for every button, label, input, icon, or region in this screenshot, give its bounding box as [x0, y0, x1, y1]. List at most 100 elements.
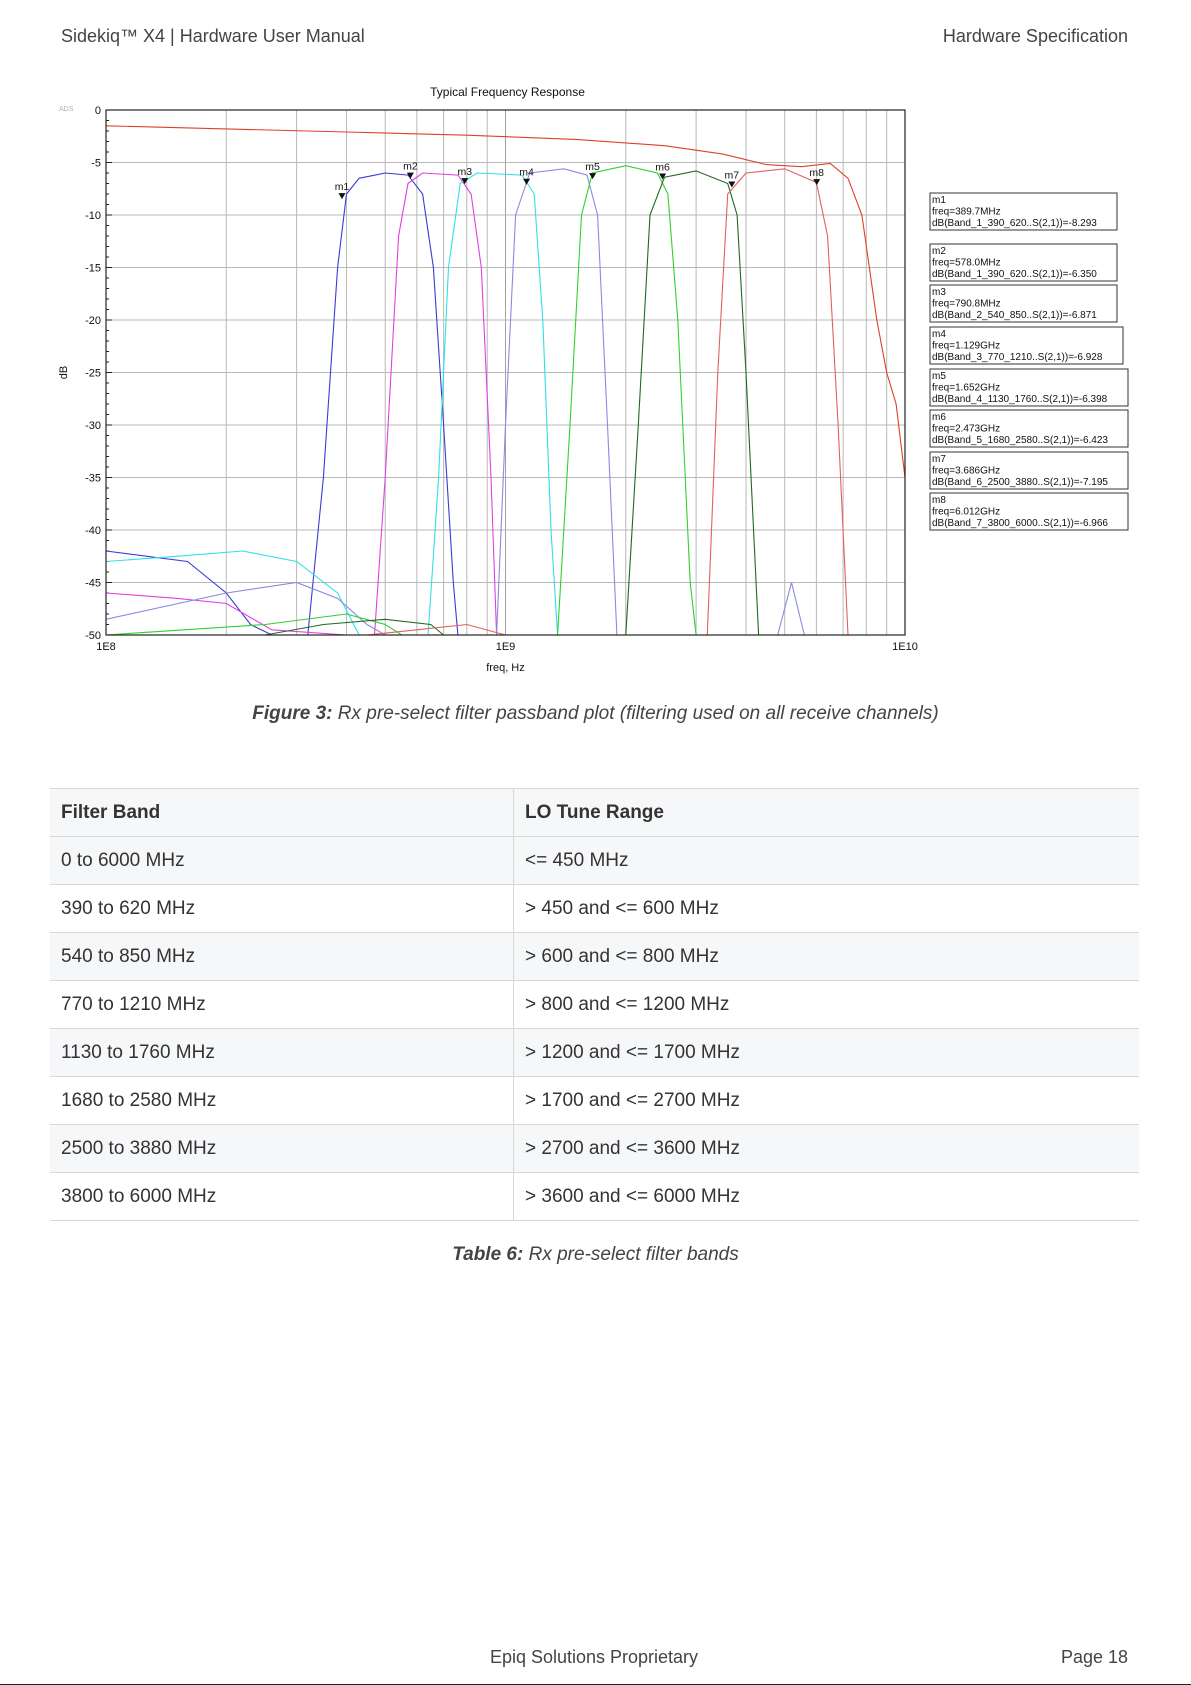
series-line-1 — [105, 125, 906, 478]
x-tick-label: 1E8 — [96, 641, 116, 653]
marker-m8 — [813, 179, 821, 186]
marker-readout-box — [929, 192, 1118, 231]
y-tick-label: -25 — [85, 368, 101, 380]
marker-readout-text: freq=6.012GHz — [932, 507, 1000, 518]
marker-readout-text: dB(Band_3_770_1210..S(2,1))=-6.928 — [932, 352, 1103, 363]
table-row: 3800 to 6000 MHz > 3600 and <= 6000 MHz — [50, 1172, 1139, 1221]
marker-readout-text: freq=578.0MHz — [932, 258, 1001, 269]
y-tick-label: -40 — [85, 525, 101, 537]
marker-readout-text: m3 — [932, 287, 946, 298]
plot-frame — [105, 109, 906, 636]
marker-label-m4: m4 — [519, 167, 534, 179]
lo-tune-range-cell: > 2700 and <= 3600 MHz — [513, 1124, 1139, 1173]
y-tick-label: 0 — [95, 105, 101, 117]
marker-m7 — [728, 181, 736, 188]
series-line-8 — [366, 168, 849, 636]
table-row: 390 to 620 MHz > 450 and <= 600 MHz — [50, 884, 1139, 933]
marker-label-m6: m6 — [655, 161, 670, 173]
chart-svg: m1 m2 m3 m4 m5 m6 m7 m8 Typical Frequency Respon… — [58, 85, 1129, 674]
marker-readout-box — [929, 409, 1129, 448]
table-row: 770 to 1210 MHz > 800 and <= 1200 MHz — [50, 980, 1139, 1029]
marker-m4 — [523, 178, 531, 185]
lo-tune-range-cell: > 3600 and <= 6000 MHz — [513, 1172, 1139, 1221]
series-line-3 — [105, 172, 498, 636]
figure-caption-text: Rx pre-select filter passband plot (filt… — [332, 703, 939, 724]
header-section: Hardware Specification — [942, 26, 1128, 46]
figure-label: Figure 3: — [252, 703, 333, 724]
marker-readout-text: freq=389.7MHz — [932, 207, 1001, 218]
filter-band-cell: 3800 to 6000 MHz — [50, 1172, 514, 1221]
lo-tune-range-cell: > 1700 and <= 2700 MHz — [513, 1076, 1139, 1125]
marker-readout-text: m7 — [932, 454, 946, 465]
lo-tune-range-cell: > 450 and <= 600 MHz — [513, 884, 1139, 933]
marker-readout-text: freq=1.652GHz — [932, 383, 1000, 394]
marker-m5 — [589, 173, 597, 180]
frequency-response-chart: m1 m2 m3 m4 m5 m6 m7 m8 Typical Frequency Respon… — [55, 82, 1135, 682]
marker-readout-text: dB(Band_2_540_850..S(2,1))=-6.871 — [932, 310, 1097, 321]
marker-label-m7: m7 — [725, 170, 740, 182]
x-tick-label: 1E9 — [496, 641, 516, 653]
series-line-6 — [105, 165, 697, 636]
table-label: Table 6: — [452, 1244, 524, 1265]
marker-readout-text: freq=3.686GHz — [932, 466, 1000, 477]
y-axis-label: dB — [58, 366, 70, 379]
marker-readout-text: m8 — [932, 495, 946, 506]
filter-band-cell: 1130 to 1760 MHz — [50, 1028, 514, 1077]
marker-readout-text: dB(Band_4_1130_1760..S(2,1))=-6.398 — [932, 394, 1108, 405]
marker-readout-box — [929, 243, 1118, 282]
x-axis-label: freq, Hz — [486, 662, 525, 674]
marker-readout-text: dB(Band_7_3800_6000..S(2,1))=-6.966 — [932, 518, 1108, 529]
x-tick-label: 1E10 — [892, 641, 918, 653]
marker-readout-text: freq=2.473GHz — [932, 424, 1000, 435]
marker-readout-text: dB(Band_1_390_620..S(2,1))=-6.350 — [932, 269, 1097, 280]
marker-readout-text: m1 — [932, 195, 946, 206]
filter-band-cell: 2500 to 3880 MHz — [50, 1124, 514, 1173]
column-header-filter-band: Filter Band — [50, 788, 514, 837]
filter-bands-table: Filter Band LO Tune Range 0 to 6000 MHz <… — [50, 788, 1139, 1221]
lo-tune-range-cell: <= 450 MHz — [513, 836, 1139, 885]
filter-band-cell: 1680 to 2580 MHz — [50, 1076, 514, 1125]
y-tick-label: -20 — [85, 315, 101, 327]
lo-tune-range-cell: > 600 and <= 800 MHz — [513, 932, 1139, 981]
chart-title: Typical Frequency Response — [430, 85, 585, 99]
y-tick-label: -35 — [85, 473, 101, 485]
y-tick-label: -5 — [91, 158, 101, 170]
y-tick-label: -45 — [85, 578, 101, 590]
marker-readout-text: freq=790.8MHz — [932, 299, 1001, 310]
marker-readout-box — [929, 492, 1129, 531]
marker-readout-text: m4 — [932, 329, 946, 340]
marker-readout-box — [929, 451, 1129, 490]
table-row: 1680 to 2580 MHz > 1700 and <= 2700 MHz — [50, 1076, 1139, 1125]
marker-label-m3: m3 — [457, 166, 472, 178]
marker-readout-text: dB(Band_1_390_620..S(2,1))=-8.293 — [932, 218, 1097, 229]
marker-readout-box — [929, 284, 1118, 323]
table-row: 0 to 6000 MHz <= 450 MHz — [50, 836, 1139, 885]
marker-label-m2: m2 — [403, 161, 418, 173]
table-row: 1130 to 1760 MHz > 1200 and <= 1700 MHz — [50, 1028, 1139, 1077]
y-tick-label: -50 — [85, 630, 101, 642]
y-tick-label: -30 — [85, 420, 101, 432]
marker-readout-box — [929, 326, 1124, 365]
footer-proprietary: Epiq Solutions Proprietary — [489, 1647, 699, 1667]
marker-m1 — [338, 193, 346, 200]
y-tick-label: -15 — [85, 263, 101, 275]
chart-watermark: ADS — [59, 106, 74, 113]
marker-readout-box — [929, 368, 1129, 407]
y-tick-label: -10 — [85, 210, 101, 222]
series-line-7 — [264, 170, 760, 636]
marker-label-m1: m1 — [335, 181, 350, 193]
table-row: 2500 to 3880 MHz > 2700 and <= 3600 MHz — [50, 1124, 1139, 1173]
filter-band-cell: 770 to 1210 MHz — [50, 980, 514, 1029]
series-line-4 — [105, 172, 559, 636]
marker-m3 — [461, 178, 469, 185]
table-row: 540 to 850 MHz > 600 and <= 800 MHz — [50, 932, 1139, 981]
table-caption-text: Rx pre-select filter bands — [523, 1244, 739, 1265]
lo-tune-range-cell: > 1200 and <= 1700 MHz — [513, 1028, 1139, 1077]
marker-label-m8: m8 — [809, 167, 824, 179]
marker-label-m5: m5 — [585, 161, 600, 173]
filter-band-cell: 540 to 850 MHz — [50, 932, 514, 981]
filter-band-cell: 0 to 6000 MHz — [50, 836, 514, 885]
marker-readout-text: freq=1.129GHz — [932, 341, 1000, 352]
table-header-row: Filter Band LO Tune Range — [50, 788, 1139, 837]
lo-tune-range-cell: > 800 and <= 1200 MHz — [513, 980, 1139, 1029]
